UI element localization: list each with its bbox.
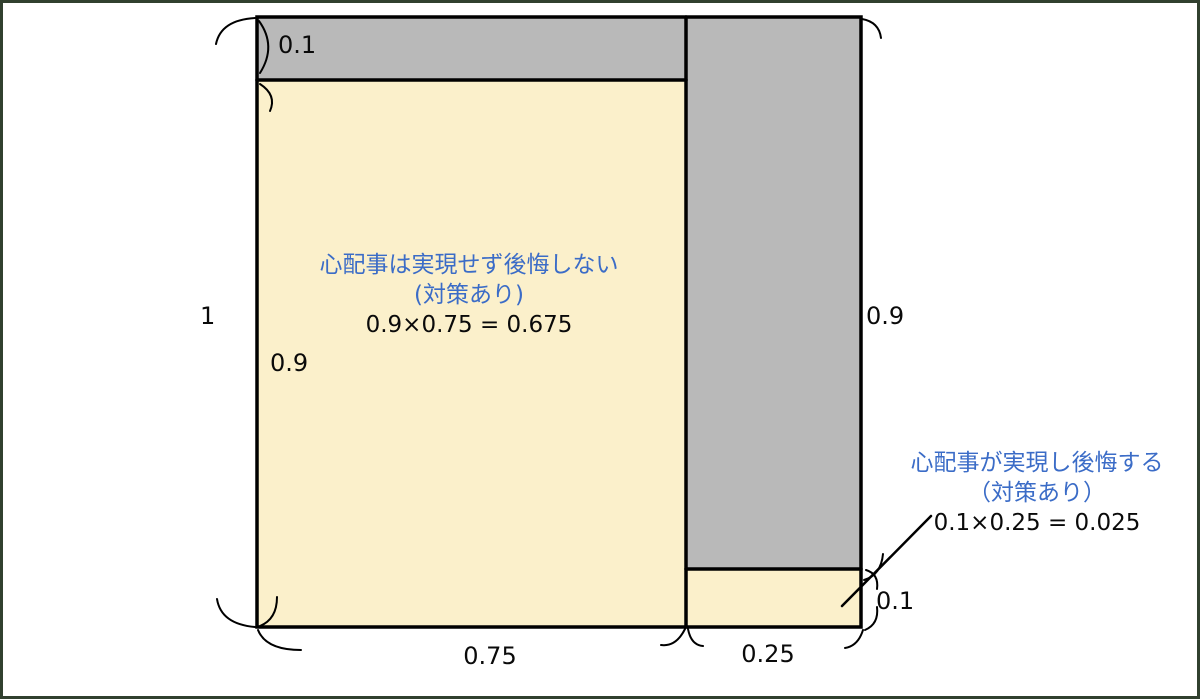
small-region-caption-line1: 心配事が実現し後悔する <box>910 450 1164 476</box>
label-left-total-height: 1 <box>200 302 216 330</box>
label-top-strip-height: 0.1 <box>278 31 317 59</box>
region-right-column-gray <box>686 17 861 569</box>
arc-right-01-bottom <box>864 606 879 631</box>
arc-025-left-end <box>687 628 704 647</box>
arc-025-right-end <box>844 629 864 649</box>
outer-square-border <box>255 15 863 629</box>
small-region-caption-line2: （対策あり） <box>968 480 1106 506</box>
arc-bottom-left-outer <box>216 598 256 628</box>
diagram-lines <box>255 15 863 629</box>
main-region-caption-line2: (対策あり) <box>414 282 524 308</box>
small-region-formula: 0.1×0.25 = 0.025 <box>933 510 1141 536</box>
label-right-column-height: 0.9 <box>866 302 905 330</box>
diagram-regions <box>257 17 861 627</box>
label-bottom-left-width: 0.75 <box>463 642 517 670</box>
arc-075-left-end <box>257 629 302 651</box>
bracket-arcs <box>215 17 884 651</box>
arc-top-left-outer <box>215 17 256 45</box>
arc-left-09-bottom <box>259 596 278 627</box>
region-small-regret <box>686 569 861 627</box>
region-top-strip-gray <box>257 17 686 80</box>
main-region-formula: 0.9×0.75 = 0.675 <box>365 312 573 338</box>
arc-right-09-top <box>861 18 882 39</box>
arc-right-09-bottom <box>863 553 884 581</box>
arc-top-strip-paren <box>258 20 270 74</box>
label-small-region-height: 0.1 <box>876 587 915 615</box>
label-bottom-right-width: 0.25 <box>741 640 795 668</box>
main-region-annotation: 心配事は実現せず後悔しない (対策あり) 0.9×0.75 = 0.675 <box>320 250 619 340</box>
small-region-annotation: 心配事が実現し後悔する （対策あり） 0.1×0.25 = 0.025 <box>911 448 1164 538</box>
arc-075-right-end <box>660 628 686 647</box>
arc-right-01-top <box>865 569 879 590</box>
arc-left-09-top <box>259 83 273 112</box>
main-region-caption-line1: 心配事は実現せず後悔しない <box>319 252 619 278</box>
region-main-no-regret <box>257 80 686 627</box>
label-left-main-height: 0.9 <box>270 349 309 377</box>
leader-line-to-small-region <box>840 514 933 608</box>
